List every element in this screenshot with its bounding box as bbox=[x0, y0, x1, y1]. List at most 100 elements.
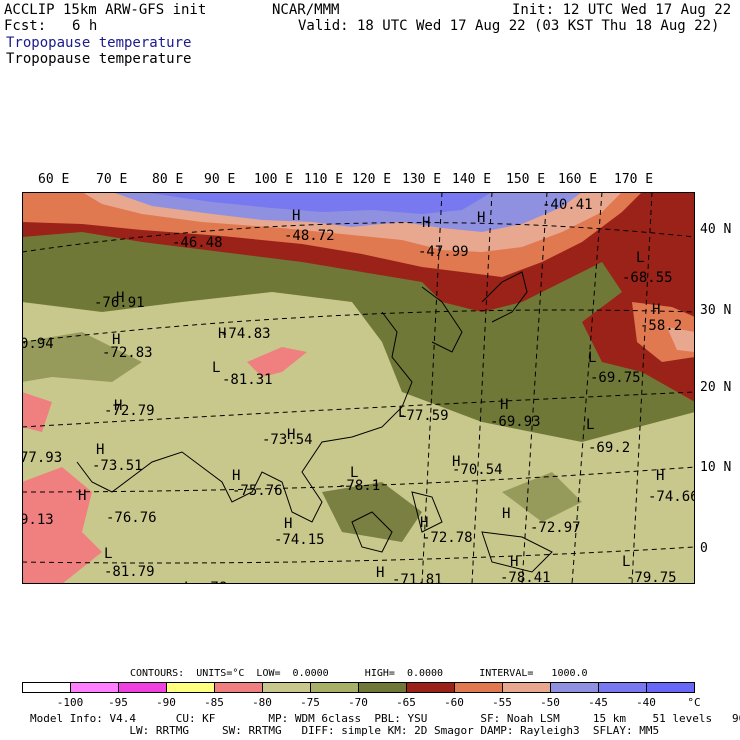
latitude-label: 40 N bbox=[700, 222, 732, 237]
colorbar-swatch bbox=[70, 682, 119, 693]
low-marker: L bbox=[104, 546, 112, 562]
high-marker: H bbox=[287, 427, 295, 443]
latitude-label: 30 N bbox=[700, 303, 732, 318]
longitude-label: 110 E bbox=[304, 172, 344, 187]
high-marker: H bbox=[500, 397, 508, 413]
extremum-value: -69.93 bbox=[490, 414, 541, 430]
latitude-label: 0 bbox=[700, 541, 708, 556]
map-frame bbox=[22, 192, 695, 584]
extremum-value: -72.83 bbox=[102, 345, 153, 361]
extrema-labels: H-46.48H-48.72H-47.99-40.41L-68.55H-58.2… bbox=[22, 197, 695, 584]
extremum-value: -73.51 bbox=[92, 458, 143, 474]
colorbar-tick: -80 bbox=[252, 696, 272, 709]
lat-lon-grid bbox=[22, 192, 695, 584]
model-title: ACCLIP 15km ARW-GFS init bbox=[4, 2, 207, 18]
high-marker: H bbox=[114, 398, 122, 414]
high-marker: H bbox=[284, 516, 292, 532]
extremum-value: -79.75 bbox=[626, 570, 677, 584]
tropopause-map: H-46.48H-48.72H-47.99-40.41L-68.55H-58.2… bbox=[22, 192, 695, 584]
colorbar-tick: -85 bbox=[204, 696, 224, 709]
high-marker: H bbox=[420, 515, 428, 531]
extremum-value: -68.55 bbox=[622, 270, 673, 286]
field-subtitle: Tropopause temperature bbox=[6, 51, 192, 67]
extremum-value: -72.97 bbox=[530, 520, 581, 536]
high-marker: H bbox=[116, 290, 124, 306]
extremum-value: -69.2 bbox=[588, 440, 630, 456]
colorbar-swatch bbox=[646, 682, 695, 693]
high-marker: H bbox=[502, 506, 510, 522]
high-marker: H bbox=[232, 468, 240, 484]
extremum-value: -81.79 bbox=[104, 564, 155, 580]
shade-salmon-east bbox=[667, 327, 695, 352]
high-marker: H bbox=[652, 302, 660, 318]
colorbar-tick: -90 bbox=[156, 696, 176, 709]
colorbar-swatch bbox=[118, 682, 167, 693]
shade-pink-2 bbox=[22, 467, 102, 584]
extremum-value: -73.54 bbox=[262, 432, 313, 448]
low-marker: L bbox=[350, 465, 358, 481]
extremum-value: 0.94 bbox=[22, 336, 54, 352]
extremum-value: -40.41 bbox=[542, 197, 593, 213]
colorbar-tick: °C bbox=[687, 696, 701, 709]
high-marker: H bbox=[422, 215, 430, 231]
colorbar-swatch bbox=[214, 682, 263, 693]
colorbar-tick: -100 bbox=[56, 696, 84, 709]
colorbar-swatch bbox=[310, 682, 359, 693]
colorbar-swatch bbox=[166, 682, 215, 693]
longitude-label: 60 E bbox=[38, 172, 70, 187]
extremum-value: -76.91 bbox=[94, 295, 145, 311]
longitude-label: 120 E bbox=[352, 172, 392, 187]
colorbar-swatch bbox=[550, 682, 599, 693]
extremum-value: -78 bbox=[202, 580, 227, 584]
longitude-label: 80 E bbox=[152, 172, 184, 187]
extremum-value: -71.81 bbox=[392, 572, 443, 584]
extremum-value: -69.75 bbox=[590, 370, 641, 386]
high-marker: H bbox=[656, 468, 664, 484]
longitude-label: 150 E bbox=[506, 172, 546, 187]
model-info-line1: Model Info: V4.4 CU: KF MP: WDM 6class P… bbox=[30, 712, 740, 725]
model-info-line2: LW: RRTMG SW: RRTMG DIFF: simple KM: 2D … bbox=[30, 724, 660, 737]
high-marker: H bbox=[78, 488, 86, 504]
longitude-label: 170 E bbox=[614, 172, 654, 187]
shade-pink-3 bbox=[247, 347, 307, 377]
valid-time: Valid: 18 UTC Wed 17 Aug 22 (03 KST Thu … bbox=[298, 18, 720, 34]
colorbar-tick: -45 bbox=[588, 696, 608, 709]
low-marker: L bbox=[184, 580, 192, 584]
extremum-value: -75.76 bbox=[232, 483, 283, 499]
extremum-value: -78.1 bbox=[338, 478, 380, 494]
high-marker: H bbox=[376, 565, 384, 581]
longitude-label: 140 E bbox=[452, 172, 492, 187]
latitude-label: 20 N bbox=[700, 380, 732, 395]
extremum-value: -46.48 bbox=[172, 235, 223, 251]
longitude-label: 100 E bbox=[254, 172, 294, 187]
colorbar-swatch bbox=[454, 682, 503, 693]
colorbar-tick: -95 bbox=[108, 696, 128, 709]
shade-mid-olive bbox=[22, 332, 142, 382]
extremum-value: -76.76 bbox=[106, 510, 157, 526]
extremum-value: -78.41 bbox=[500, 570, 551, 584]
contour-info: CONTOURS: UNITS=°C LOW= 0.0000 HIGH= 0.0… bbox=[130, 668, 588, 679]
colorbar-tick: -65 bbox=[396, 696, 416, 709]
extremum-value: -81.31 bbox=[222, 372, 273, 388]
low-marker: L bbox=[398, 405, 406, 421]
extremum-value: -72.78 bbox=[422, 530, 473, 546]
colorbar-swatch bbox=[406, 682, 455, 693]
colorbar-swatch bbox=[598, 682, 647, 693]
extremum-value: -74.66 bbox=[648, 489, 695, 505]
extremum-value: -72.79 bbox=[104, 403, 155, 419]
longitude-label: 130 E bbox=[402, 172, 442, 187]
longitude-label: 70 E bbox=[96, 172, 128, 187]
colorbar-swatch bbox=[22, 682, 71, 693]
high-marker: H bbox=[452, 454, 460, 470]
colorbar-swatch bbox=[502, 682, 551, 693]
extremum-value: 9.13 bbox=[22, 512, 54, 528]
colorbar-tick: -40 bbox=[636, 696, 656, 709]
low-marker: L bbox=[586, 417, 594, 433]
extremum-value: 77.93 bbox=[22, 450, 62, 466]
org-label: NCAR/MMM bbox=[272, 2, 340, 18]
shade-blue bbox=[142, 192, 492, 214]
extremum-value: -48.72 bbox=[284, 228, 335, 244]
low-marker: L bbox=[636, 250, 644, 266]
init-time: Init: 12 UTC Wed 17 Aug 22 bbox=[512, 2, 732, 18]
extremum-value: -74.83 bbox=[220, 326, 271, 342]
